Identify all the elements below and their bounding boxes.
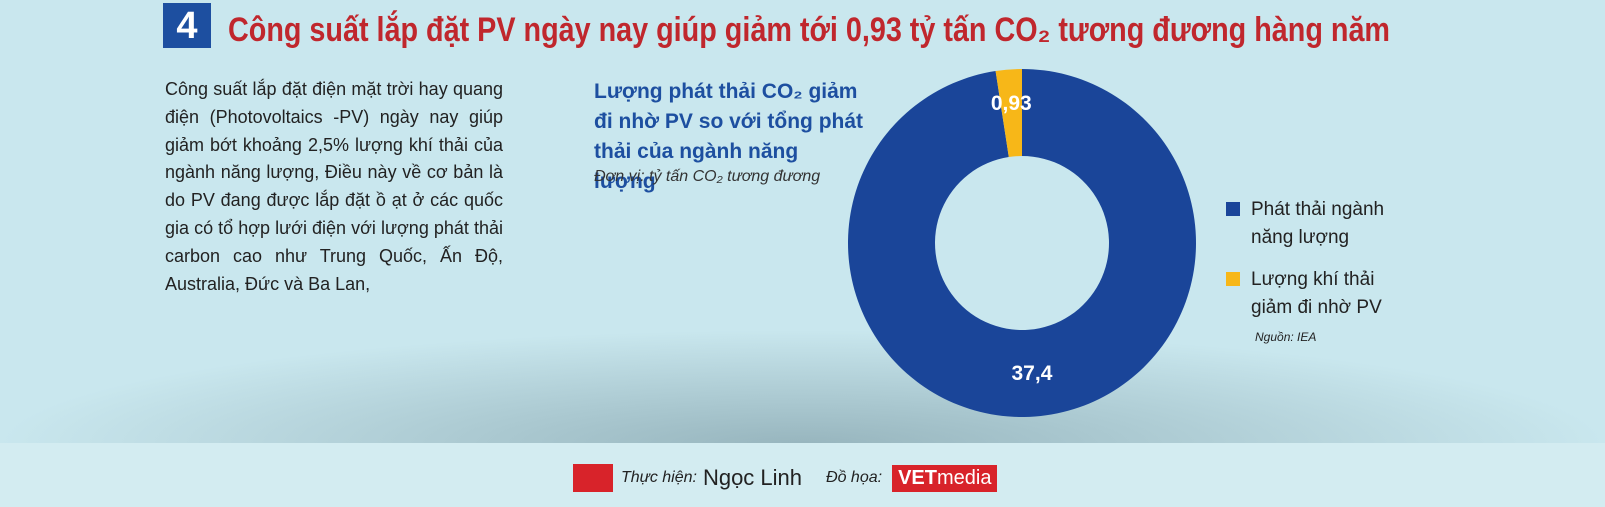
paragraph: Công suất lắp đặt điện mặt trời hay quan… [165,79,503,294]
legend-label: Phát thải ngành năng lượng [1251,199,1385,248]
logo-text: media [936,466,992,489]
value-label: 37,4 [1012,362,1053,385]
legend-swatch [1226,202,1240,216]
shadow [0,330,1605,445]
logo-bold: VET [898,466,937,489]
legend-label: Lượng khí thải giảm đi nhờ PV [1251,269,1382,318]
donut-slice [848,69,1196,418]
logo: VETmedia [892,464,998,492]
source: Nguồn: IEA [1255,330,1317,344]
author: Ngọc Linh [702,465,803,490]
design-label: Đồ họa: [826,469,883,486]
credits: Thực hiện: Ngọc Linh Đồ họa: VETmedia [573,462,998,494]
value-label: 0,93 [991,92,1032,115]
donut-slice [995,69,1022,158]
author-icon [573,464,613,492]
legend-item: Phát thải ngành năng lượng [1226,196,1411,252]
title: Công suất lắp đặt PV ngày nay giúp giảm … [228,11,1390,49]
chart-subtitle: Đơn vị: tỷ tấn CO₂ tương đương [594,168,821,185]
title-svg: Công suất lắp đặt PV ngày nay giúp giảm … [228,11,1390,49]
credit-label: Thực hiện: [621,469,697,486]
chart-title: Lượng phát thải CO₂ giảm đi nhờ PV so vớ… [594,80,864,193]
footer-band [0,443,1605,507]
legend-item: Lượng khí thải giảm đi nhờ PV [1226,266,1411,322]
donut-chart: 37,4 0,93 [848,69,1196,418]
legend-swatch [1226,272,1240,286]
section-number: 4 [163,3,211,48]
